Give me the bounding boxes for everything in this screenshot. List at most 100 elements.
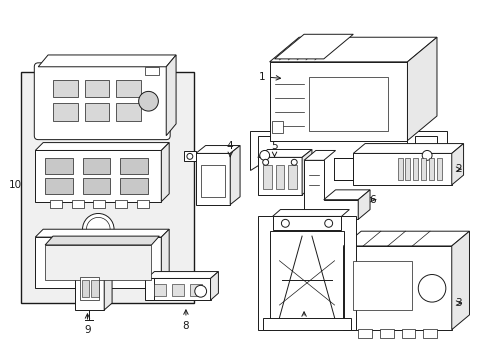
Bar: [21, 72, 193, 303]
Circle shape: [194, 285, 206, 297]
Polygon shape: [161, 229, 169, 288]
Bar: [80, 278, 99, 300]
Bar: [35, 150, 161, 202]
Circle shape: [139, 91, 158, 111]
Circle shape: [259, 150, 269, 160]
Bar: [401, 329, 414, 338]
Polygon shape: [161, 143, 169, 202]
Polygon shape: [358, 190, 369, 219]
Text: 4: 4: [226, 140, 233, 157]
Polygon shape: [304, 160, 358, 219]
Bar: [53, 103, 78, 121]
Bar: [189, 284, 201, 296]
Bar: [436, 158, 441, 180]
Bar: [422, 329, 436, 338]
Polygon shape: [323, 190, 369, 200]
Polygon shape: [269, 37, 436, 62]
Bar: [116, 103, 141, 121]
Polygon shape: [195, 145, 240, 153]
Text: 2: 2: [454, 164, 461, 174]
Bar: [172, 284, 183, 296]
Bar: [379, 329, 393, 338]
Polygon shape: [451, 144, 463, 185]
Polygon shape: [45, 236, 159, 245]
Circle shape: [186, 153, 192, 159]
Polygon shape: [146, 271, 218, 278]
Polygon shape: [38, 55, 176, 67]
Bar: [137, 200, 148, 208]
Text: 1: 1: [258, 72, 280, 82]
Bar: [358, 329, 371, 338]
Bar: [288, 165, 297, 189]
Bar: [82, 158, 110, 174]
Bar: [154, 284, 166, 296]
Polygon shape: [210, 271, 218, 300]
Bar: [120, 178, 147, 194]
Text: 5: 5: [271, 140, 277, 157]
Text: 8: 8: [182, 310, 189, 331]
Bar: [75, 266, 104, 310]
Bar: [405, 158, 409, 180]
Circle shape: [421, 150, 431, 160]
Bar: [352, 261, 411, 310]
Text: 10: 10: [9, 180, 22, 190]
Polygon shape: [257, 149, 311, 157]
Bar: [81, 280, 89, 297]
Text: 7: 7: [300, 312, 307, 331]
Bar: [272, 216, 341, 230]
Polygon shape: [183, 152, 195, 161]
Bar: [35, 237, 161, 288]
Bar: [53, 80, 78, 97]
Bar: [269, 62, 407, 141]
Bar: [262, 165, 271, 189]
Bar: [84, 80, 109, 97]
Bar: [50, 200, 62, 208]
Bar: [82, 178, 110, 194]
Bar: [115, 200, 126, 208]
Bar: [195, 153, 230, 204]
Polygon shape: [352, 144, 463, 153]
Bar: [343, 246, 451, 330]
Polygon shape: [104, 259, 112, 310]
Polygon shape: [144, 278, 154, 300]
Polygon shape: [249, 131, 289, 170]
Polygon shape: [407, 37, 436, 141]
Circle shape: [281, 219, 289, 227]
Polygon shape: [407, 131, 446, 165]
Circle shape: [291, 159, 297, 165]
Bar: [116, 80, 141, 97]
Text: 6: 6: [369, 195, 376, 205]
Bar: [352, 153, 451, 185]
Polygon shape: [451, 231, 468, 330]
Bar: [308, 77, 387, 131]
Polygon shape: [343, 231, 468, 246]
Bar: [45, 178, 73, 194]
Polygon shape: [35, 143, 169, 150]
Polygon shape: [274, 34, 352, 59]
Circle shape: [324, 219, 332, 227]
Bar: [72, 200, 83, 208]
Polygon shape: [75, 259, 112, 266]
Bar: [200, 165, 225, 197]
Bar: [144, 67, 159, 75]
Bar: [257, 157, 302, 195]
Polygon shape: [35, 229, 169, 237]
FancyBboxPatch shape: [34, 63, 170, 140]
Bar: [84, 103, 109, 121]
Bar: [93, 200, 105, 208]
Bar: [271, 121, 283, 133]
Polygon shape: [302, 149, 311, 195]
Circle shape: [417, 275, 445, 302]
Bar: [397, 158, 402, 180]
Bar: [262, 318, 350, 330]
Bar: [275, 165, 284, 189]
Polygon shape: [272, 210, 348, 216]
Circle shape: [82, 213, 114, 245]
Polygon shape: [333, 158, 352, 180]
Bar: [45, 245, 151, 280]
Circle shape: [262, 159, 268, 165]
Bar: [146, 278, 210, 300]
Polygon shape: [304, 150, 335, 160]
Bar: [420, 158, 425, 180]
Bar: [120, 158, 147, 174]
